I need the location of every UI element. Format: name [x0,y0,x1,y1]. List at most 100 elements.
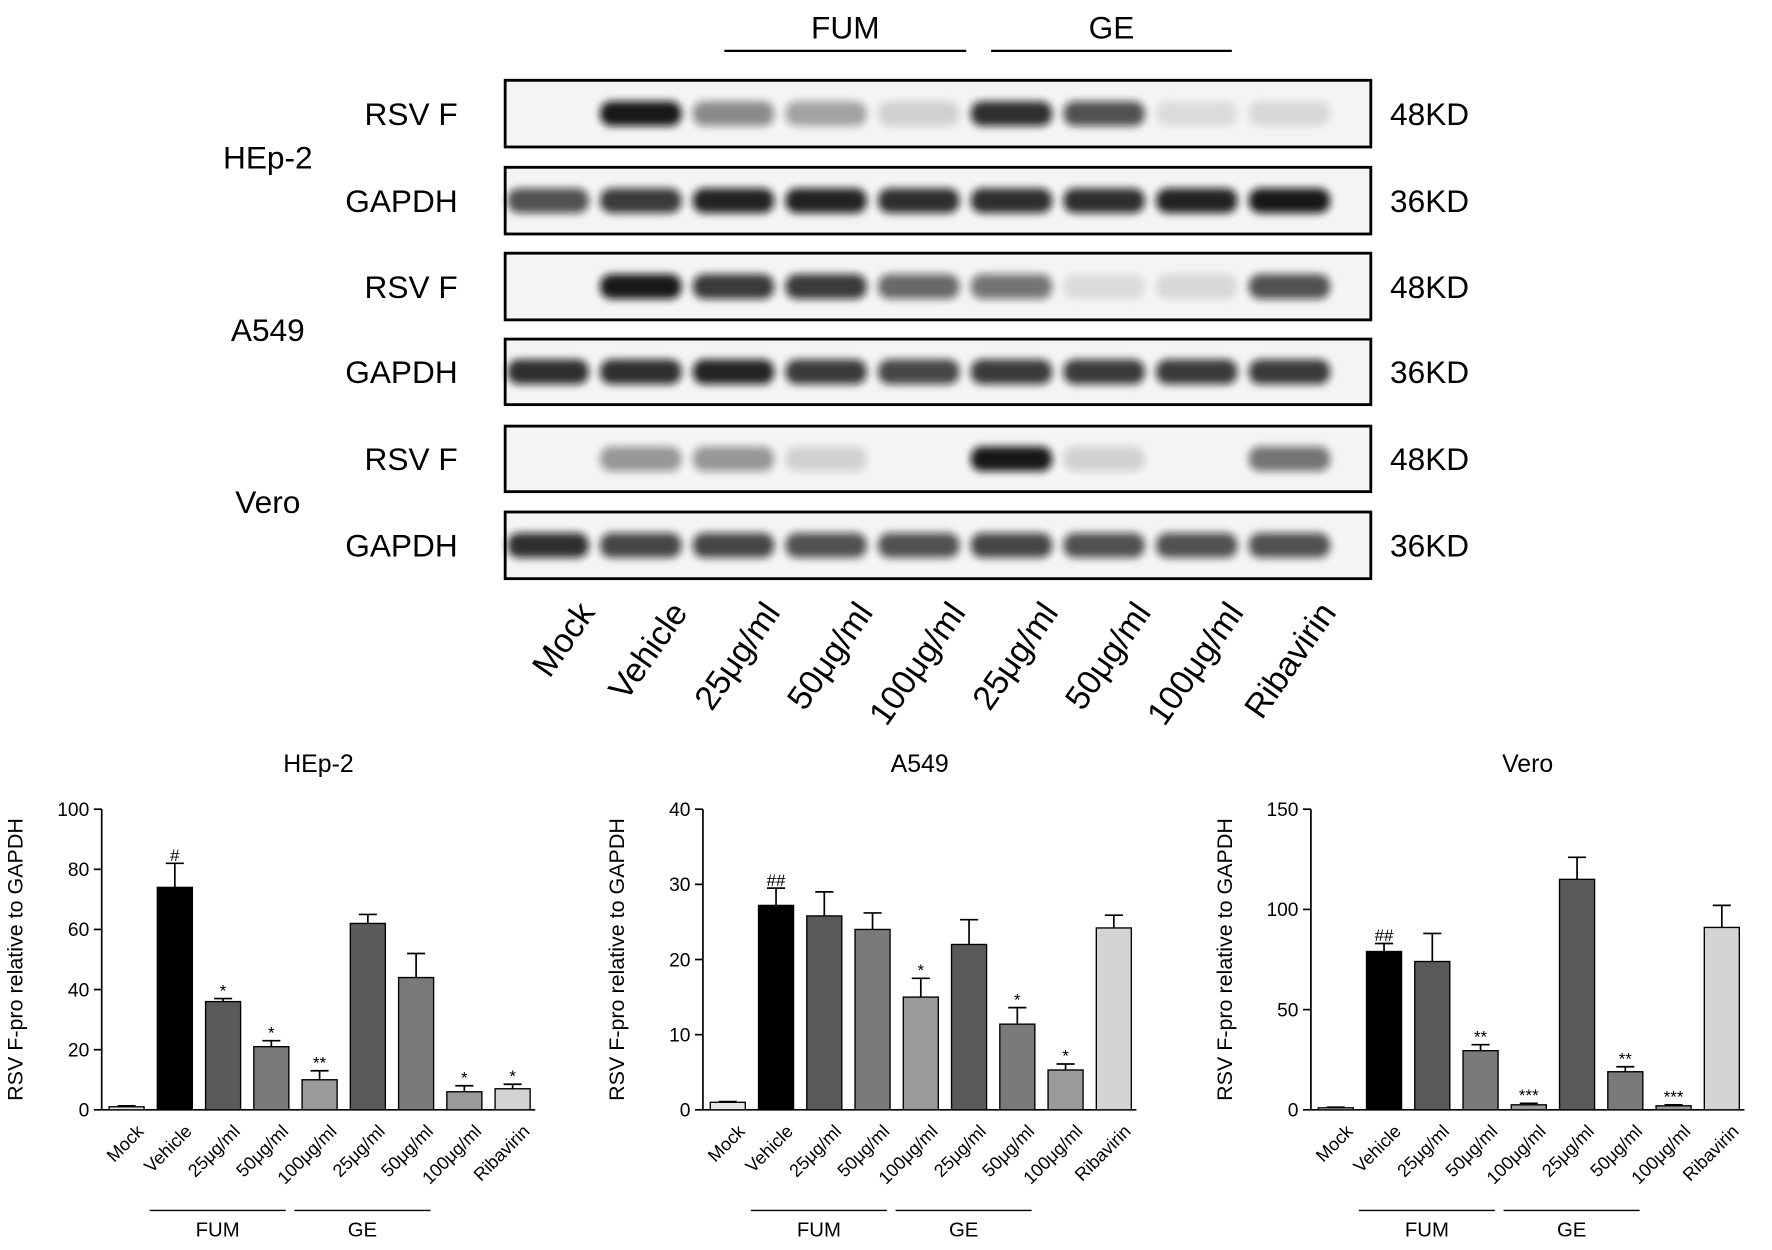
y-tick-label: 50 [1277,1000,1298,1021]
x-tick-label: 25μg/ml [785,1121,845,1181]
group-label: GE [348,1219,377,1241]
blot-band [692,532,775,558]
protein-label: RSV F [365,441,458,477]
cell-line-label: A549 [231,312,305,348]
blot-band [692,274,775,299]
bar [1365,950,1403,1111]
x-tick-label: 25μg/ml [329,1121,389,1181]
bar [204,1000,242,1111]
blot-band [970,532,1053,558]
significance-label: ## [767,871,786,890]
y-tick-label: 60 [68,920,89,941]
x-tick-label: 25μg/ml [930,1121,990,1181]
y-tick-label: 20 [669,950,690,971]
y-tick-label: 40 [68,980,89,1001]
blot-band [1248,446,1331,472]
blot-band [1063,101,1145,127]
bar [1558,878,1596,1111]
blot-group-label: GE [1089,9,1135,45]
significance-label: ** [1474,1027,1488,1046]
lane-label: 50μg/ml [780,596,881,717]
blot-band [878,532,960,558]
protein-label: GAPDH [345,183,457,219]
blot-band [1248,274,1331,299]
bar [156,886,194,1111]
bar [806,915,843,1111]
bar [1095,927,1133,1111]
bar [108,1106,145,1111]
chart-title: Vero [1502,750,1553,778]
blot-band [878,359,960,385]
significance-label: ** [313,1053,327,1072]
group-label: GE [1557,1219,1586,1241]
significance-label: * [461,1069,468,1088]
blot-band [1156,532,1238,558]
bar [1510,1104,1547,1111]
cell-line-label: Vero [235,484,300,520]
lane-label: 25μg/ml [965,596,1066,717]
group-label: GE [949,1219,978,1241]
blot-band [1063,532,1145,558]
protein-label: GAPDH [345,354,457,390]
blot-band [507,359,589,385]
blot-band [785,359,867,385]
significance-label: * [509,1067,516,1086]
blot-band [1156,101,1238,127]
x-tick-label: 25μg/ml [184,1121,244,1181]
blot-band [600,101,682,127]
y-axis-label: RSV F-pro relative to GAPDH [1213,818,1237,1101]
significance-label: *** [1519,1086,1539,1105]
blot-band [970,188,1053,214]
blot-band [600,274,682,299]
blot-band [600,446,682,472]
blot-band [1248,101,1331,127]
blot-band [1063,188,1145,214]
x-tick-label: Mock [103,1120,148,1165]
y-tick-label: 20 [68,1040,89,1061]
blot-band [1248,188,1331,214]
blot-band [692,188,775,214]
blot-band [600,359,682,385]
lane-label: 50μg/ml [1058,596,1159,717]
bar [1414,960,1451,1111]
blot-band [1063,359,1145,385]
bar [1655,1105,1692,1111]
bar [349,922,387,1111]
significance-label: * [1062,1047,1069,1066]
size-label: 48KD [1390,269,1469,305]
blot-band [1156,359,1238,385]
significance-label: ** [1619,1049,1633,1068]
bar [1462,1050,1499,1111]
bar [446,1091,483,1111]
blot-band [600,188,682,214]
blot-band [970,446,1053,472]
protein-label: GAPDH [345,528,457,564]
bar [757,904,795,1111]
blot-band [1156,274,1238,299]
blot-band [1156,188,1238,214]
significance-label: * [268,1023,275,1042]
size-label: 36KD [1390,354,1469,390]
x-tick-label: 25μg/ml [1538,1121,1598,1181]
group-label: FUM [1405,1219,1449,1241]
bar [950,943,988,1111]
blot-band [1248,359,1331,385]
significance-label: * [918,961,925,980]
blot-band [785,188,867,214]
bar [902,996,940,1111]
y-tick-label: 80 [68,860,89,881]
y-tick-label: 30 [669,875,690,896]
blot-band [785,101,867,127]
blot-band [1248,532,1331,558]
blot-band [692,446,775,472]
blot-band [878,274,960,299]
size-label: 48KD [1390,96,1469,132]
size-label: 36KD [1390,183,1469,219]
blot-band [785,446,867,472]
bar [301,1079,338,1111]
significance-label: * [1014,990,1021,1009]
bar [999,1023,1036,1111]
significance-label: # [170,846,180,865]
y-axis-label: RSV F-pro relative to GAPDH [4,818,28,1101]
